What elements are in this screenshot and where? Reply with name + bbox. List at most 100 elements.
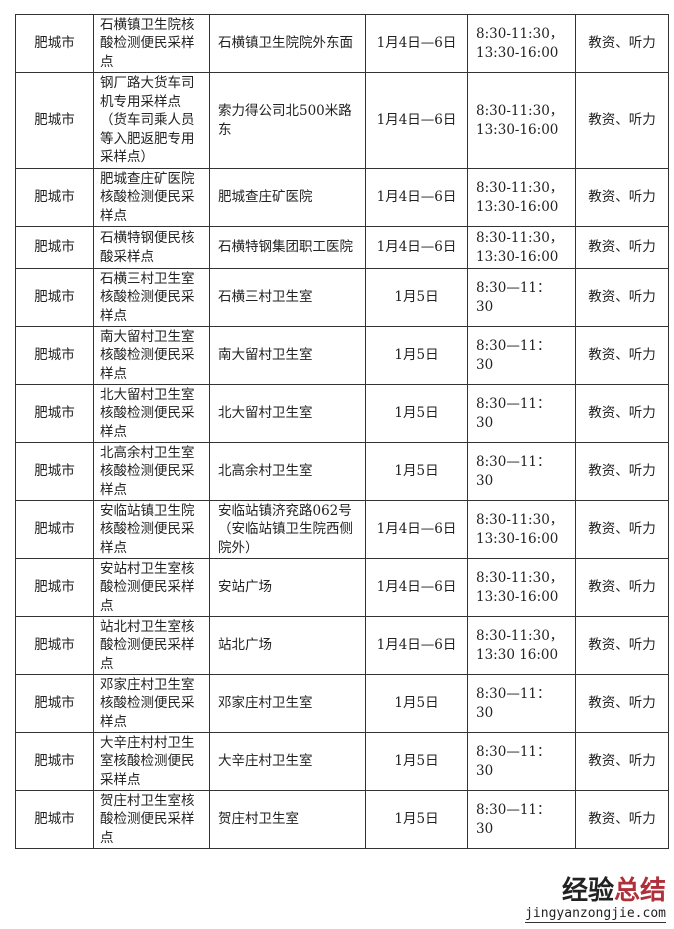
date-cell: 1月5日 [365,326,468,385]
date-cell: 1月5日 [365,442,468,501]
site-cell: 大辛庄村村卫生室核酸检测便民采样点 [93,732,210,791]
address-cell: 石横特钢集团职工医院 [209,226,366,269]
subjects-cell: 教资、听力 [575,14,669,73]
time-cell: 8:30—11：30 [467,268,576,327]
watermark-logo: 经验总结 [561,876,666,906]
table-row: 肥城市 站北村卫生室核酸检测便民采样点 站北广场 1月4日—6日 8:30-11:30，… [15,616,669,675]
site-cell: 石横三村卫生室核酸检测便民采样点 [93,268,210,327]
site-cell: 安站村卫生室核酸检测便民采样点 [93,558,210,617]
table-row: 肥城市 石横三村卫生室核酸检测便民采样点 石横三村卫生室 1月5日 8:30—11：30… [15,268,669,327]
city-cell: 肥城市 [15,442,94,501]
address-cell: 南大留村卫生室 [209,326,366,385]
city-cell: 肥城市 [15,14,94,73]
subjects-cell: 教资、听力 [575,790,669,849]
table-row: 肥城市 安临站镇卫生院核酸检测便民采样点 安临站镇济兖路062号（安临站镇卫生院西侧… [15,500,669,559]
date-cell: 1月5日 [365,268,468,327]
table-row: 肥城市 北高余村卫生室核酸检测便民采样点 北高余村卫生室 1月5日 8:30—11：30… [15,442,669,501]
subjects-cell: 教资、听力 [575,616,669,675]
time-cell: 8:30-11:30，13:30-16:00 [467,72,576,169]
sampling-sites-table: 肥城市 石横镇卫生院核酸检测便民采样点 石横镇卫生院院外东面 1月4日—6日 8:30-… [15,14,669,849]
date-cell: 1月4日—6日 [365,72,468,169]
address-cell: 索力得公司北500米路东 [209,72,366,169]
city-cell: 肥城市 [15,268,94,327]
time-cell: 8:30—11：30 [467,326,576,385]
site-cell: 北大留村卫生室核酸检测便民采样点 [93,384,210,443]
site-cell: 站北村卫生室核酸检测便民采样点 [93,616,210,675]
table-row: 肥城市 北大留村卫生室核酸检测便民采样点 北大留村卫生室 1月5日 8:30—11：30… [15,384,669,443]
city-cell: 肥城市 [15,732,94,791]
city-cell: 肥城市 [15,790,94,849]
site-cell: 南大留村卫生室核酸检测便民采样点 [93,326,210,385]
subjects-cell: 教资、听力 [575,268,669,327]
city-cell: 肥城市 [15,168,94,227]
table-row: 肥城市 肥城查庄矿医院核酸检测便民采样点 肥城查庄矿医院 1月4日—6日 8:30-11… [15,168,669,227]
subjects-cell: 教资、听力 [575,384,669,443]
site-cell: 邓家庄村卫生室核酸检测便民采样点 [93,674,210,733]
date-cell: 1月4日—6日 [365,226,468,269]
subjects-cell: 教资、听力 [575,168,669,227]
table-row: 肥城市 石横特钢便民核酸采样点 石横特钢集团职工医院 1月4日—6日 8:30-11:3… [15,226,669,269]
table-row: 肥城市 大辛庄村村卫生室核酸检测便民采样点 大辛庄村卫生室 1月5日 8:30—11：3… [15,732,669,791]
watermark: 经验总结 jingyanzongjie.com [525,876,666,923]
subjects-cell: 教资、听力 [575,326,669,385]
city-cell: 肥城市 [15,616,94,675]
city-cell: 肥城市 [15,72,94,169]
subjects-cell: 教资、听力 [575,732,669,791]
time-cell: 8:30—11：30 [467,442,576,501]
subjects-cell: 教资、听力 [575,226,669,269]
site-cell: 钢厂路大货车司机专用采样点（货车司乘人员等入肥返肥专用采样点） [93,72,210,169]
site-cell: 石横特钢便民核酸采样点 [93,226,210,269]
site-cell: 石横镇卫生院核酸检测便民采样点 [93,14,210,73]
time-cell: 8:30—11：30 [467,384,576,443]
city-cell: 肥城市 [15,326,94,385]
address-cell: 站北广场 [209,616,366,675]
date-cell: 1月4日—6日 [365,500,468,559]
subjects-cell: 教资、听力 [575,442,669,501]
address-cell: 石横三村卫生室 [209,268,366,327]
time-cell: 8:30—11：30 [467,732,576,791]
date-cell: 1月5日 [365,674,468,733]
time-cell: 8:30-11:30，13:30-16:00 [467,168,576,227]
time-cell: 8:30-11:30，13:30-16:00 [467,500,576,559]
time-cell: 8:30-11:30，13:30-16:00 [467,226,576,269]
address-cell: 北大留村卫生室 [209,384,366,443]
subjects-cell: 教资、听力 [575,72,669,169]
city-cell: 肥城市 [15,674,94,733]
date-cell: 1月5日 [365,790,468,849]
table-row: 肥城市 邓家庄村卫生室核酸检测便民采样点 邓家庄村卫生室 1月5日 8:30—11：30… [15,674,669,733]
date-cell: 1月4日—6日 [365,616,468,675]
site-cell: 贺庄村卫生室核酸检测便民采样点 [93,790,210,849]
date-cell: 1月4日—6日 [365,14,468,73]
city-cell: 肥城市 [15,558,94,617]
table-row: 肥城市 贺庄村卫生室核酸检测便民采样点 贺庄村卫生室 1月5日 8:30—11：30 教资… [15,790,669,849]
address-cell: 大辛庄村卫生室 [209,732,366,791]
city-cell: 肥城市 [15,500,94,559]
city-cell: 肥城市 [15,384,94,443]
date-cell: 1月4日—6日 [365,558,468,617]
site-cell: 北高余村卫生室核酸检测便民采样点 [93,442,210,501]
site-cell: 肥城查庄矿医院核酸检测便民采样点 [93,168,210,227]
time-cell: 8:30-11:30，13:30-16:00 [467,558,576,617]
date-cell: 1月5日 [365,732,468,791]
date-cell: 1月4日—6日 [365,168,468,227]
table-row: 肥城市 安站村卫生室核酸检测便民采样点 安站广场 1月4日—6日 8:30-11:30，… [15,558,669,617]
subjects-cell: 教资、听力 [575,674,669,733]
time-cell: 8:30-11:30，13:30 16:00 [467,616,576,675]
subjects-cell: 教资、听力 [575,500,669,559]
address-cell: 邓家庄村卫生室 [209,674,366,733]
address-cell: 安临站镇济兖路062号（安临站镇卫生院西侧院外） [209,500,366,559]
time-cell: 8:30—11：30 [467,674,576,733]
time-cell: 8:30—11：30 [467,790,576,849]
address-cell: 贺庄村卫生室 [209,790,366,849]
subjects-cell: 教资、听力 [575,558,669,617]
address-cell: 北高余村卫生室 [209,442,366,501]
site-cell: 安临站镇卫生院核酸检测便民采样点 [93,500,210,559]
address-cell: 安站广场 [209,558,366,617]
table-row: 肥城市 钢厂路大货车司机专用采样点（货车司乘人员等入肥返肥专用采样点） 索力得公司北… [15,72,669,169]
table-body: 肥城市 石横镇卫生院核酸检测便民采样点 石横镇卫生院院外东面 1月4日—6日 8:30-… [15,14,669,849]
city-cell: 肥城市 [15,226,94,269]
address-cell: 肥城查庄矿医院 [209,168,366,227]
table-row: 肥城市 南大留村卫生室核酸检测便民采样点 南大留村卫生室 1月5日 8:30—11：30… [15,326,669,385]
watermark-url: jingyanzongjie.com [525,906,666,923]
address-cell: 石横镇卫生院院外东面 [209,14,366,73]
